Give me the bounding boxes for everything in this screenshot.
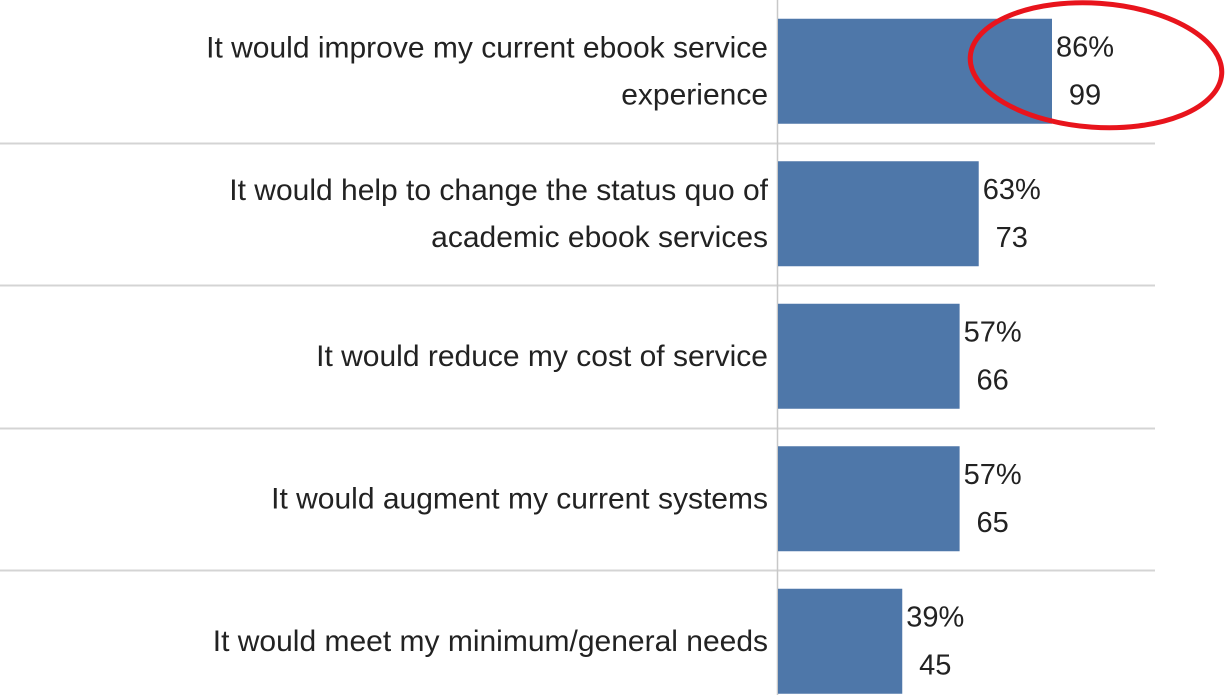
bars: [778, 18, 1052, 694]
percent-label: 39%: [906, 601, 964, 633]
count-label: 66: [976, 364, 1008, 396]
highlight-ellipse: [967, 0, 1225, 131]
bar: [778, 303, 960, 409]
count-label: 73: [996, 222, 1028, 254]
category-label: It would improve my current ebook servic…: [206, 31, 768, 64]
category-label: experience: [621, 78, 768, 111]
percent-label: 57%: [964, 459, 1022, 491]
count-label: 45: [919, 649, 951, 681]
category-label: It would augment my current systems: [271, 482, 768, 515]
bar: [778, 446, 960, 552]
category-label: academic ebook services: [431, 221, 768, 254]
bar: [778, 161, 979, 267]
bar: [778, 588, 903, 694]
count-label: 99: [1069, 79, 1101, 111]
row-separators: [0, 142, 1155, 572]
category-labels: It would improve my current ebook servic…: [206, 31, 769, 658]
category-label: It would reduce my cost of service: [316, 340, 768, 373]
percent-label: 57%: [964, 316, 1022, 348]
count-label: 65: [976, 507, 1008, 539]
value-labels: 86% 99 63% 73 57% 66 57% 65 39% 45: [906, 31, 1114, 681]
percent-label: 63%: [983, 174, 1041, 206]
percent-label: 86%: [1056, 31, 1114, 63]
category-label: It would meet my minimum/general needs: [213, 625, 768, 658]
category-label: It would help to change the status quo o…: [229, 174, 768, 207]
